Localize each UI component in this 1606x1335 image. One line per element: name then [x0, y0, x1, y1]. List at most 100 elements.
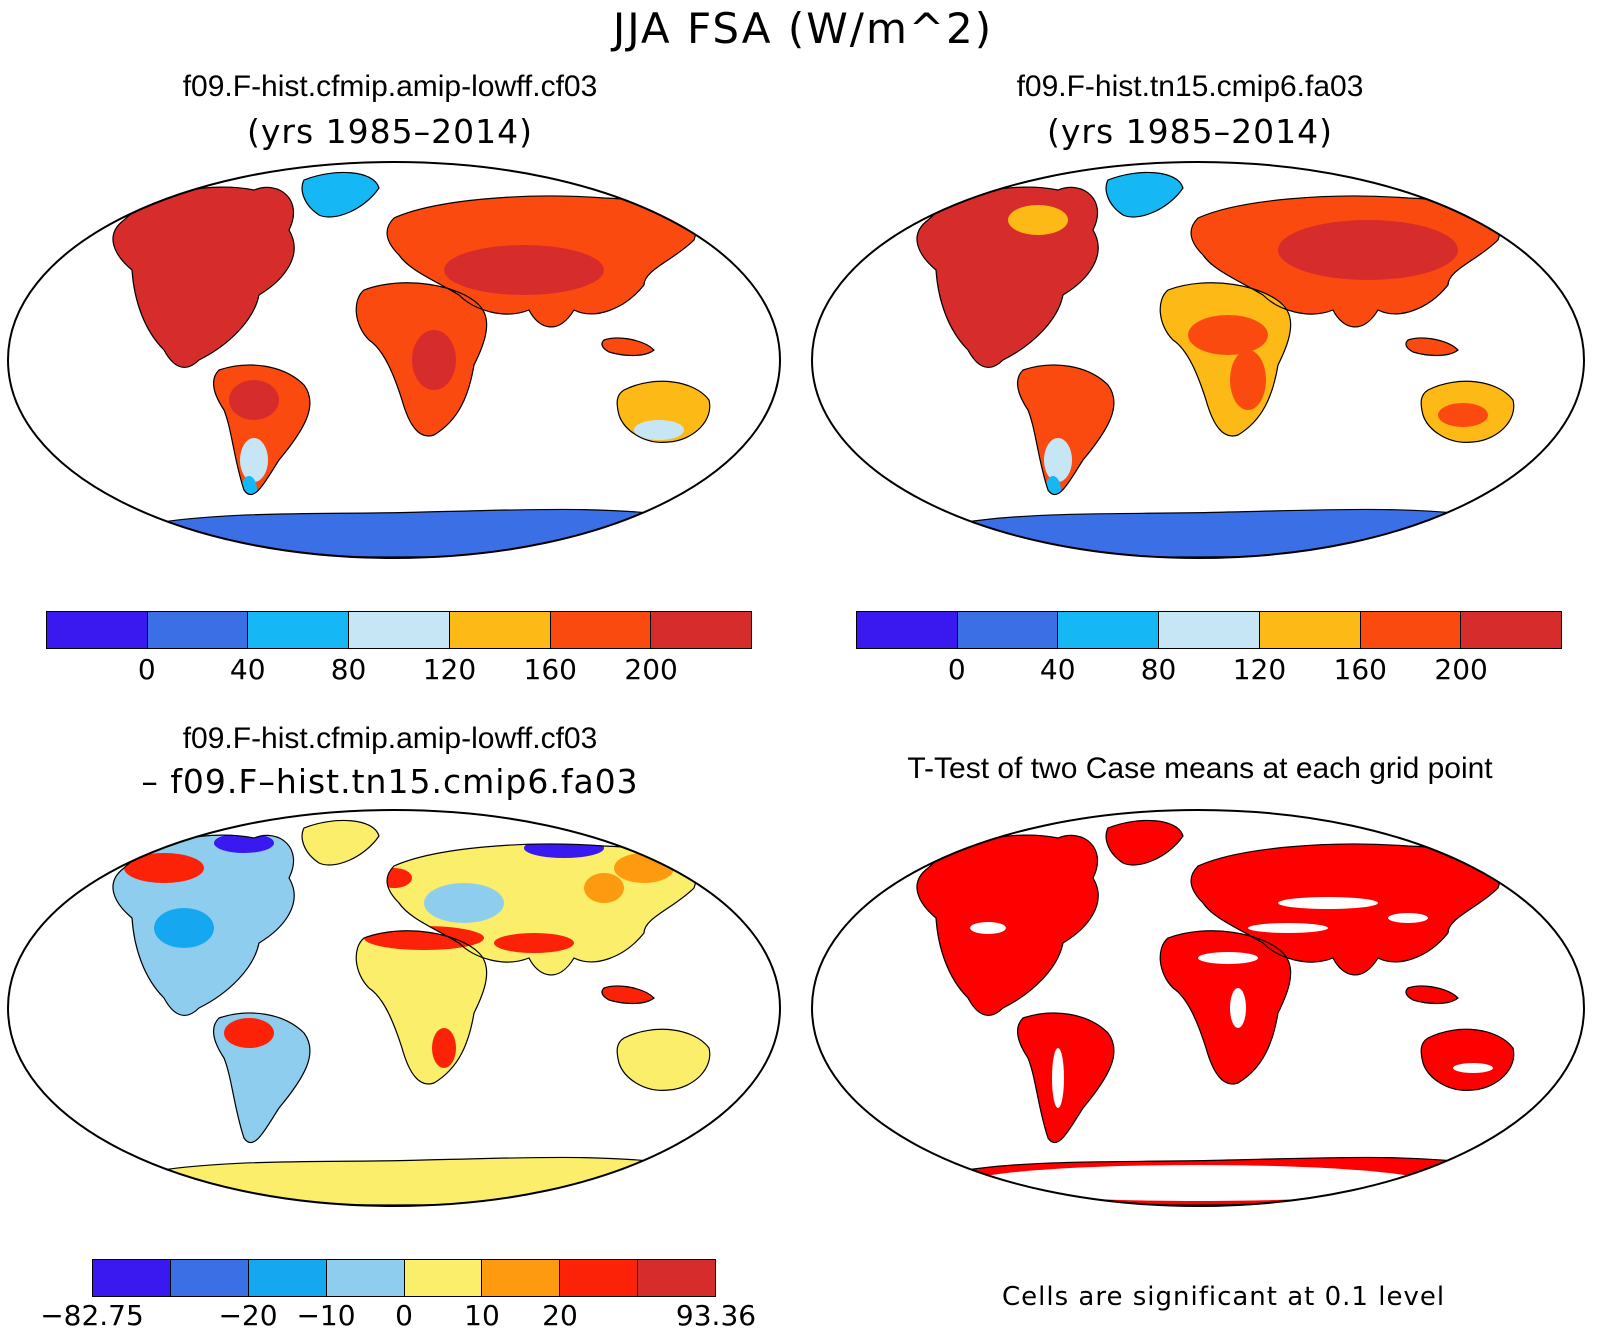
panel-tr-title: f09.F-hist.tn15.cmip6.fa03	[1016, 70, 1364, 103]
coastline	[301, 171, 380, 218]
coastline	[1190, 195, 1501, 328]
colorbar-case2-labels: 0 40 80 120 160 200	[856, 653, 1562, 689]
colorbar-swatch	[1461, 612, 1562, 648]
field-patch	[224, 1018, 274, 1048]
map-boundary	[6, 808, 782, 1208]
coastline	[386, 195, 697, 328]
panel-br-title: T-Test of two Case means at each grid po…	[907, 752, 1493, 785]
coastline	[601, 337, 655, 357]
continent-africa	[1160, 930, 1291, 1084]
coastline	[916, 186, 1099, 368]
field-patch	[444, 245, 604, 295]
colorbar-case1	[46, 611, 752, 649]
continent-indonesia	[1405, 986, 1458, 1004]
colorbar-swatch	[482, 1260, 561, 1296]
colorbar-swatch	[93, 1260, 171, 1296]
panel-tr-subtitle: (yrs 1985–2014)	[1047, 112, 1333, 151]
field-patch	[1278, 220, 1458, 280]
map-case2-panel	[810, 160, 1586, 560]
panel-tl-title: f09.F-hist.cfmip.amip-lowff.cf03	[182, 70, 598, 103]
continent-greenland	[302, 172, 379, 217]
coastline	[1016, 364, 1115, 496]
colorbar-tick-label: −82.75	[40, 1299, 144, 1332]
map-boundary	[6, 160, 782, 560]
colorbar-tick-label: −20	[218, 1299, 278, 1332]
coastline	[212, 1012, 311, 1144]
colorbar-case2	[856, 611, 1562, 649]
continent-greenland	[1106, 172, 1183, 217]
continent-greenland	[302, 820, 379, 865]
coastline	[212, 364, 311, 496]
field-patch	[1278, 897, 1378, 909]
coastline	[916, 834, 1099, 1016]
colorbar-tick-label: 10	[464, 1299, 500, 1332]
coastline	[386, 843, 697, 976]
coastline	[1159, 282, 1292, 437]
panel-bl-subtitle: – f09.F–hist.tn15.cmip6.fa03	[141, 762, 639, 801]
coastline	[301, 819, 380, 866]
colorbar-tick-label: 120	[422, 653, 477, 686]
continent-australia	[1421, 1029, 1514, 1091]
colorbar-swatch	[1159, 612, 1260, 648]
colorbar-swatch	[47, 612, 148, 648]
field-patch	[634, 420, 684, 440]
coastline	[616, 380, 711, 443]
field-patch	[1044, 438, 1072, 482]
significance-note: Cells are significant at 0.1 level	[1002, 1282, 1446, 1312]
field-patch	[1453, 1063, 1493, 1073]
colorbar-case1-labels: 0 40 80 120 160 200	[46, 653, 752, 689]
colorbar-swatch	[550, 612, 652, 648]
coastline	[616, 1028, 711, 1091]
field-patch	[424, 883, 504, 923]
panel-tl-subtitle: (yrs 1985–2014)	[247, 112, 533, 151]
coastline	[1420, 380, 1515, 443]
colorbar-tick-label: 93.36	[675, 1299, 757, 1332]
field-patch	[1438, 403, 1488, 427]
field-patch	[1052, 1048, 1064, 1108]
continent-africa	[1160, 282, 1291, 436]
colorbar-tick-label: 40	[229, 653, 266, 686]
map-difference-panel	[6, 808, 782, 1208]
colorbar-tick-label: 200	[624, 653, 678, 686]
colorbar-swatch	[560, 1260, 639, 1296]
continent-africa	[356, 930, 487, 1084]
continent-greenland	[1106, 820, 1183, 865]
continent-indonesia	[601, 986, 654, 1004]
colorbar-tick-label: 200	[1434, 653, 1488, 686]
coastline	[1405, 985, 1459, 1005]
colorbar-swatch	[349, 612, 450, 648]
field-patch	[154, 908, 214, 948]
field-patch	[412, 330, 456, 390]
colorbar-swatch	[857, 612, 958, 648]
field-patch	[124, 853, 204, 883]
field-patch	[432, 1028, 456, 1068]
map-ttest-panel	[810, 808, 1586, 1208]
coastline	[1159, 930, 1292, 1085]
colorbar-swatch	[957, 612, 1059, 648]
colorbar-difference	[92, 1259, 716, 1297]
colorbar-tick-label: 120	[1232, 653, 1287, 686]
colorbar-swatch	[449, 612, 551, 648]
coastline	[1105, 819, 1184, 866]
field-patch	[953, 230, 1063, 310]
field-patch	[240, 438, 268, 482]
field-patch	[1188, 315, 1268, 355]
map-case1-panel	[6, 160, 782, 560]
field-patch	[968, 1165, 1428, 1201]
colorbar-swatch	[1360, 612, 1462, 648]
colorbar-swatch	[248, 612, 350, 648]
colorbar-tick-label: 160	[523, 653, 578, 686]
colorbar-swatch	[1259, 612, 1361, 648]
colorbar-swatch	[638, 1260, 715, 1296]
field-patch	[364, 926, 484, 950]
colorbar-swatch	[248, 1260, 327, 1296]
coastline	[1105, 171, 1184, 218]
colorbar-swatch	[326, 1260, 405, 1296]
coastline	[1190, 843, 1501, 976]
colorbar-tick-label: 160	[1333, 653, 1388, 686]
field-patch	[1248, 923, 1328, 933]
colorbar-difference-labels: −82.75 −20 −10 0 10 20 93.36	[40, 1299, 756, 1335]
map-boundary	[810, 808, 1586, 1208]
colorbar-swatch	[170, 1260, 249, 1296]
field-patch	[524, 838, 604, 858]
